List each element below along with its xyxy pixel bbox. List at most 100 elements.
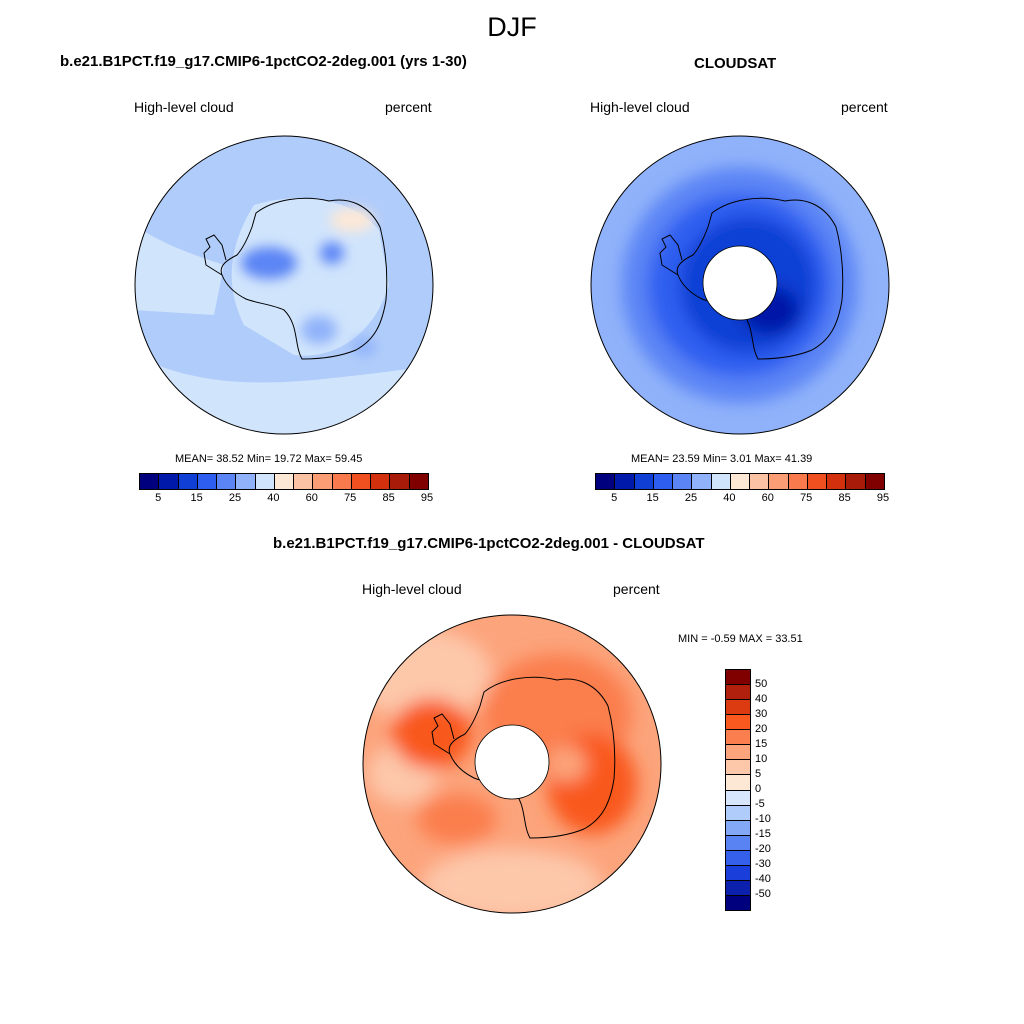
diff-colorbar-swatch-3 xyxy=(726,714,750,730)
colorbar-swatch-3 xyxy=(196,474,217,489)
diff-units-label: percent xyxy=(613,581,660,597)
obs-stats: MEAN= 23.59 Min= 3.01 Max= 41.39 xyxy=(631,453,813,465)
colorbar-swatch-11 xyxy=(350,474,371,489)
obs-missing-data-hole xyxy=(702,245,778,321)
diff-colorbar-tick-label: -10 xyxy=(755,813,771,825)
diff-colorbar-swatch-1 xyxy=(726,684,750,700)
colorbar-swatch-3 xyxy=(652,474,673,489)
colorbar-swatch-7 xyxy=(273,474,294,489)
antarctica-outline xyxy=(220,197,388,360)
diff-field-light-s xyxy=(422,849,602,913)
diff-colorbar-swatch-8 xyxy=(726,789,750,805)
model-variable-label: High-level cloud xyxy=(134,99,234,115)
diff-colorbar-swatch-15 xyxy=(726,894,750,910)
diff-colorbar-tick-label: 50 xyxy=(755,678,768,690)
diff-colorbar-tick-label: -15 xyxy=(755,828,771,840)
diff-colorbar-swatch-13 xyxy=(726,864,750,880)
colorbar-tick-label: 95 xyxy=(876,492,890,504)
colorbar-swatch-12 xyxy=(826,474,846,489)
colorbar-swatch-4 xyxy=(672,474,692,489)
colorbar-tick-label: 75 xyxy=(800,492,813,504)
colorbar-swatch-10 xyxy=(331,474,351,489)
model-units-label: percent xyxy=(385,99,432,115)
diff-colorbar-tick-label: 15 xyxy=(755,738,768,750)
colorbar-swatch-14 xyxy=(864,474,884,489)
model-panel-title: b.e21.B1PCT.f19_g17.CMIP6-1pctCO2-2deg.0… xyxy=(60,53,467,70)
model-field-low-patch-4 xyxy=(352,338,376,356)
diff-colorbar-swatch-11 xyxy=(726,834,750,850)
diff-colorbar-swatch-14 xyxy=(726,879,750,895)
diff-colorbar-swatch-10 xyxy=(726,819,750,835)
colorbar-swatch-0 xyxy=(140,474,159,489)
colorbar-swatch-6 xyxy=(254,474,274,489)
colorbar-swatch-9 xyxy=(312,474,332,489)
colorbar-swatch-0 xyxy=(596,474,615,489)
colorbar-tick-label: 85 xyxy=(838,492,851,504)
obs-colorbar xyxy=(595,473,885,490)
diff-colorbar-swatch-0 xyxy=(726,670,750,685)
diff-colorbar-tick-label: -30 xyxy=(755,858,771,870)
diff-field-moderate-center xyxy=(547,746,587,782)
diff-colorbar-tick-label: -20 xyxy=(755,843,771,855)
diff-colorbar-swatch-4 xyxy=(726,729,750,745)
antarctic-peninsula-outline xyxy=(431,713,455,755)
colorbar-swatch-6 xyxy=(710,474,730,489)
colorbar-swatch-12 xyxy=(370,474,390,489)
diff-colorbar-tick-label: 0 xyxy=(755,783,762,795)
model-field-west-region xyxy=(135,225,224,315)
diff-colorbar-tick-label: -50 xyxy=(755,888,771,900)
colorbar-swatch-8 xyxy=(293,474,313,489)
antarctic-peninsula-outline xyxy=(203,234,227,276)
diff-colorbar-swatch-12 xyxy=(726,849,750,865)
antarctica-outline xyxy=(448,676,616,839)
colorbar-swatch-9 xyxy=(768,474,788,489)
colorbar-tick-label: 40 xyxy=(723,492,736,504)
diff-colorbar xyxy=(725,669,751,911)
obs-panel-title: CLOUDSAT xyxy=(694,55,777,72)
model-field-low-patch-1 xyxy=(241,247,297,279)
colorbar-tick-label: 60 xyxy=(305,492,318,504)
colorbar-swatch-4 xyxy=(216,474,236,489)
obs-variable-label: High-level cloud xyxy=(590,99,690,115)
model-map-border xyxy=(134,135,434,435)
model-field-high-patch xyxy=(330,208,374,232)
colorbar-swatch-13 xyxy=(845,474,865,489)
colorbar-tick-label: 25 xyxy=(684,492,698,504)
colorbar-swatch-5 xyxy=(691,474,711,489)
diff-colorbar-tick-label: 10 xyxy=(755,753,768,765)
diff-variable-label: High-level cloud xyxy=(362,581,462,597)
colorbar-swatch-8 xyxy=(749,474,769,489)
diff-colorbar-swatch-9 xyxy=(726,804,750,820)
colorbar-tick-label: 25 xyxy=(228,492,242,504)
diff-colorbar-swatch-6 xyxy=(726,759,750,775)
colorbar-swatch-1 xyxy=(158,474,178,489)
diff-colorbar-tick-label: -5 xyxy=(755,798,765,810)
model-map xyxy=(134,135,434,435)
colorbar-swatch-7 xyxy=(729,474,750,489)
diff-colorbar-tick-label: 30 xyxy=(755,708,768,720)
diff-colorbar-tick-label: 5 xyxy=(755,768,762,780)
diff-colorbar-tick-label: 40 xyxy=(755,693,768,705)
colorbar-tick-label: 15 xyxy=(646,492,659,504)
obs-map-border xyxy=(590,135,890,435)
colorbar-tick-label: 75 xyxy=(344,492,357,504)
model-field-low-patch-2 xyxy=(320,242,344,264)
obs-map xyxy=(590,135,890,435)
colorbar-swatch-1 xyxy=(614,474,634,489)
colorbar-tick-label: 40 xyxy=(267,492,280,504)
colorbar-tick-label: 5 xyxy=(155,492,162,504)
model-colorbar xyxy=(139,473,429,490)
diff-colorbar-swatch-5 xyxy=(726,744,750,760)
antarctica-outline xyxy=(676,197,844,360)
colorbar-tick-label: 85 xyxy=(382,492,395,504)
colorbar-tick-label: 95 xyxy=(420,492,434,504)
colorbar-swatch-14 xyxy=(408,474,428,489)
diff-field-high-sw xyxy=(417,794,497,844)
colorbar-tick-label: 5 xyxy=(611,492,618,504)
diff-map-border xyxy=(362,614,662,914)
antarctic-peninsula-outline xyxy=(659,234,683,276)
colorbar-tick-label: 15 xyxy=(190,492,203,504)
colorbar-swatch-2 xyxy=(633,474,653,489)
diff-colorbar-tick-label: -40 xyxy=(755,873,771,885)
model-field-low-patch-3 xyxy=(301,316,337,344)
